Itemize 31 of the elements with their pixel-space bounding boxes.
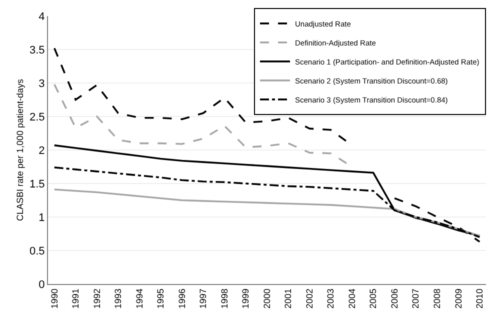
y-tick-label: 1.5: [30, 178, 45, 190]
y-tick-label: 4: [38, 10, 45, 23]
x-tick-label: 1997: [198, 288, 208, 309]
y-tick-label: 0.5: [30, 245, 45, 258]
y-tick-label: 2.5: [30, 111, 45, 124]
x-tick-label: 2008: [432, 288, 442, 309]
y-tick-label: 1: [38, 212, 45, 224]
x-tick-label: 2007: [410, 288, 421, 309]
x-tick-label: 2005: [368, 288, 378, 309]
x-tick-label: 2006: [389, 288, 400, 309]
x-tick-label: 2004: [346, 288, 357, 309]
x-tick-label: 2009: [453, 288, 464, 309]
x-tick-label: 1991: [70, 288, 81, 309]
y-tick-label: 3.5: [30, 44, 45, 56]
x-tick-label: 1998: [219, 288, 230, 309]
x-tick-label: 2010: [474, 288, 485, 309]
x-tick-label: 2001: [283, 288, 294, 309]
x-tick-label: 1994: [134, 288, 144, 309]
y-tick-label: 0: [38, 278, 45, 291]
y-tick-label: 3: [38, 78, 45, 90]
x-tick-label: 1992: [92, 288, 102, 309]
x-tick-label: 1990: [49, 288, 60, 309]
x-tick-label: 1993: [113, 288, 124, 309]
y-axis-title: CLASBI rate per 1,000 patient-days: [14, 78, 25, 222]
x-tick-label: 1995: [156, 288, 166, 309]
y-tick-label: 2: [38, 144, 45, 157]
x-tick-label: 2002: [304, 288, 314, 309]
x-tick-label: 1996: [176, 288, 187, 309]
x-tick-label: 1999: [240, 288, 251, 309]
x-tick-label: 2003: [326, 288, 336, 309]
x-tick-label: 2000: [262, 288, 272, 309]
